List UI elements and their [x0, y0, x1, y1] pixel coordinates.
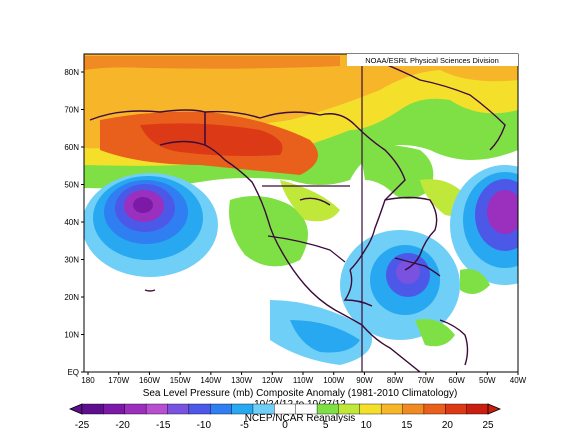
lon-tick-label: 170W: [108, 376, 129, 385]
colorbar-swatch: [145, 403, 168, 415]
lat-axis: EQ 10N 20N 30N 40N 50N 60N 70N 80N: [64, 68, 84, 377]
colorbar-tick-label: 10: [361, 420, 373, 431]
lon-tick-label: 130W: [231, 376, 252, 385]
lon-tick-label: 150W: [170, 376, 191, 385]
plot-frame: [83, 53, 519, 373]
lon-tick-label: 140W: [200, 376, 221, 385]
lat-tick-label: 50N: [64, 181, 79, 190]
colorbar-swatch: [210, 403, 233, 415]
colorbar-tick-label: -10: [197, 420, 212, 431]
credit-box: [347, 54, 518, 66]
colorbar-swatch: [380, 403, 404, 415]
credit-label: NOAA/ESRL Physical Sciences Division: [365, 56, 499, 65]
colorbar-tick-label: 5: [323, 420, 329, 431]
lon-axis: 180 170W 160W 150W 140W 130W 120W 110W 100W 90W 80…: [81, 372, 527, 385]
colorbar-tick-label: -5: [240, 420, 249, 431]
boundaries: [204, 54, 363, 372]
colorbar-tick-label: -20: [115, 420, 130, 431]
anomaly-field: [84, 54, 518, 372]
colorbar: [68, 403, 502, 415]
lat-tick-label: EQ: [67, 368, 79, 377]
lat-tick-label: 30N: [64, 256, 79, 265]
lat-tick-label: 70N: [64, 106, 79, 115]
lat-tick-label: 10N: [64, 331, 79, 340]
lon-tick-label: 110W: [293, 376, 314, 385]
colorbar-tick-label: -15: [156, 420, 171, 431]
lon-tick-label: 40W: [510, 376, 527, 385]
lon-tick-label: 120W: [262, 376, 283, 385]
colorbar-tick-label: 15: [401, 420, 413, 431]
source-label: NCEP/NCAR Reanalysis: [245, 413, 356, 424]
lon-tick-label: 90W: [356, 376, 373, 385]
lon-tick-label: 100W: [323, 376, 344, 385]
colorbar-swatch: [188, 403, 211, 415]
colorbar-swatch: [445, 403, 468, 415]
colorbar-swatch: [402, 403, 425, 415]
lon-tick-label: 180: [81, 376, 95, 385]
colorbar-tick-label: 0: [282, 420, 288, 431]
colorbar-swatch: [466, 403, 489, 415]
lon-tick-label: 80W: [387, 376, 404, 385]
colorbar-swatch: [423, 403, 446, 415]
colorbar-tick-label: -25: [75, 420, 90, 431]
lon-tick-label: 70W: [418, 376, 435, 385]
colorbar-tick-label: 25: [482, 420, 494, 431]
colorbar-labels: -25 -20 -15 -10 -5 0 5 10 15 20 25: [75, 420, 494, 431]
coastlines: [89, 59, 506, 372]
colorbar-left-arrow: [68, 403, 83, 415]
colorbar-swatch: [124, 403, 147, 415]
colorbar-right-arrow: [487, 403, 502, 415]
lat-tick-label: 80N: [64, 68, 79, 77]
lat-tick-label: 60N: [64, 143, 79, 152]
colorbar-tick-label: 20: [442, 420, 454, 431]
colorbar-swatch: [81, 403, 104, 415]
colorbar-swatch: [359, 403, 382, 415]
map-title: Sea Level Pressure (mb) Composite Anomal…: [143, 388, 458, 399]
lon-tick-label: 60W: [448, 376, 465, 385]
lat-tick-label: 20N: [64, 293, 79, 302]
lat-tick-label: 40N: [64, 218, 79, 227]
colorbar-swatch: [167, 403, 190, 415]
lon-tick-label: 160W: [139, 376, 160, 385]
lon-tick-label: 50W: [479, 376, 496, 385]
colorbar-swatch: [103, 403, 126, 415]
